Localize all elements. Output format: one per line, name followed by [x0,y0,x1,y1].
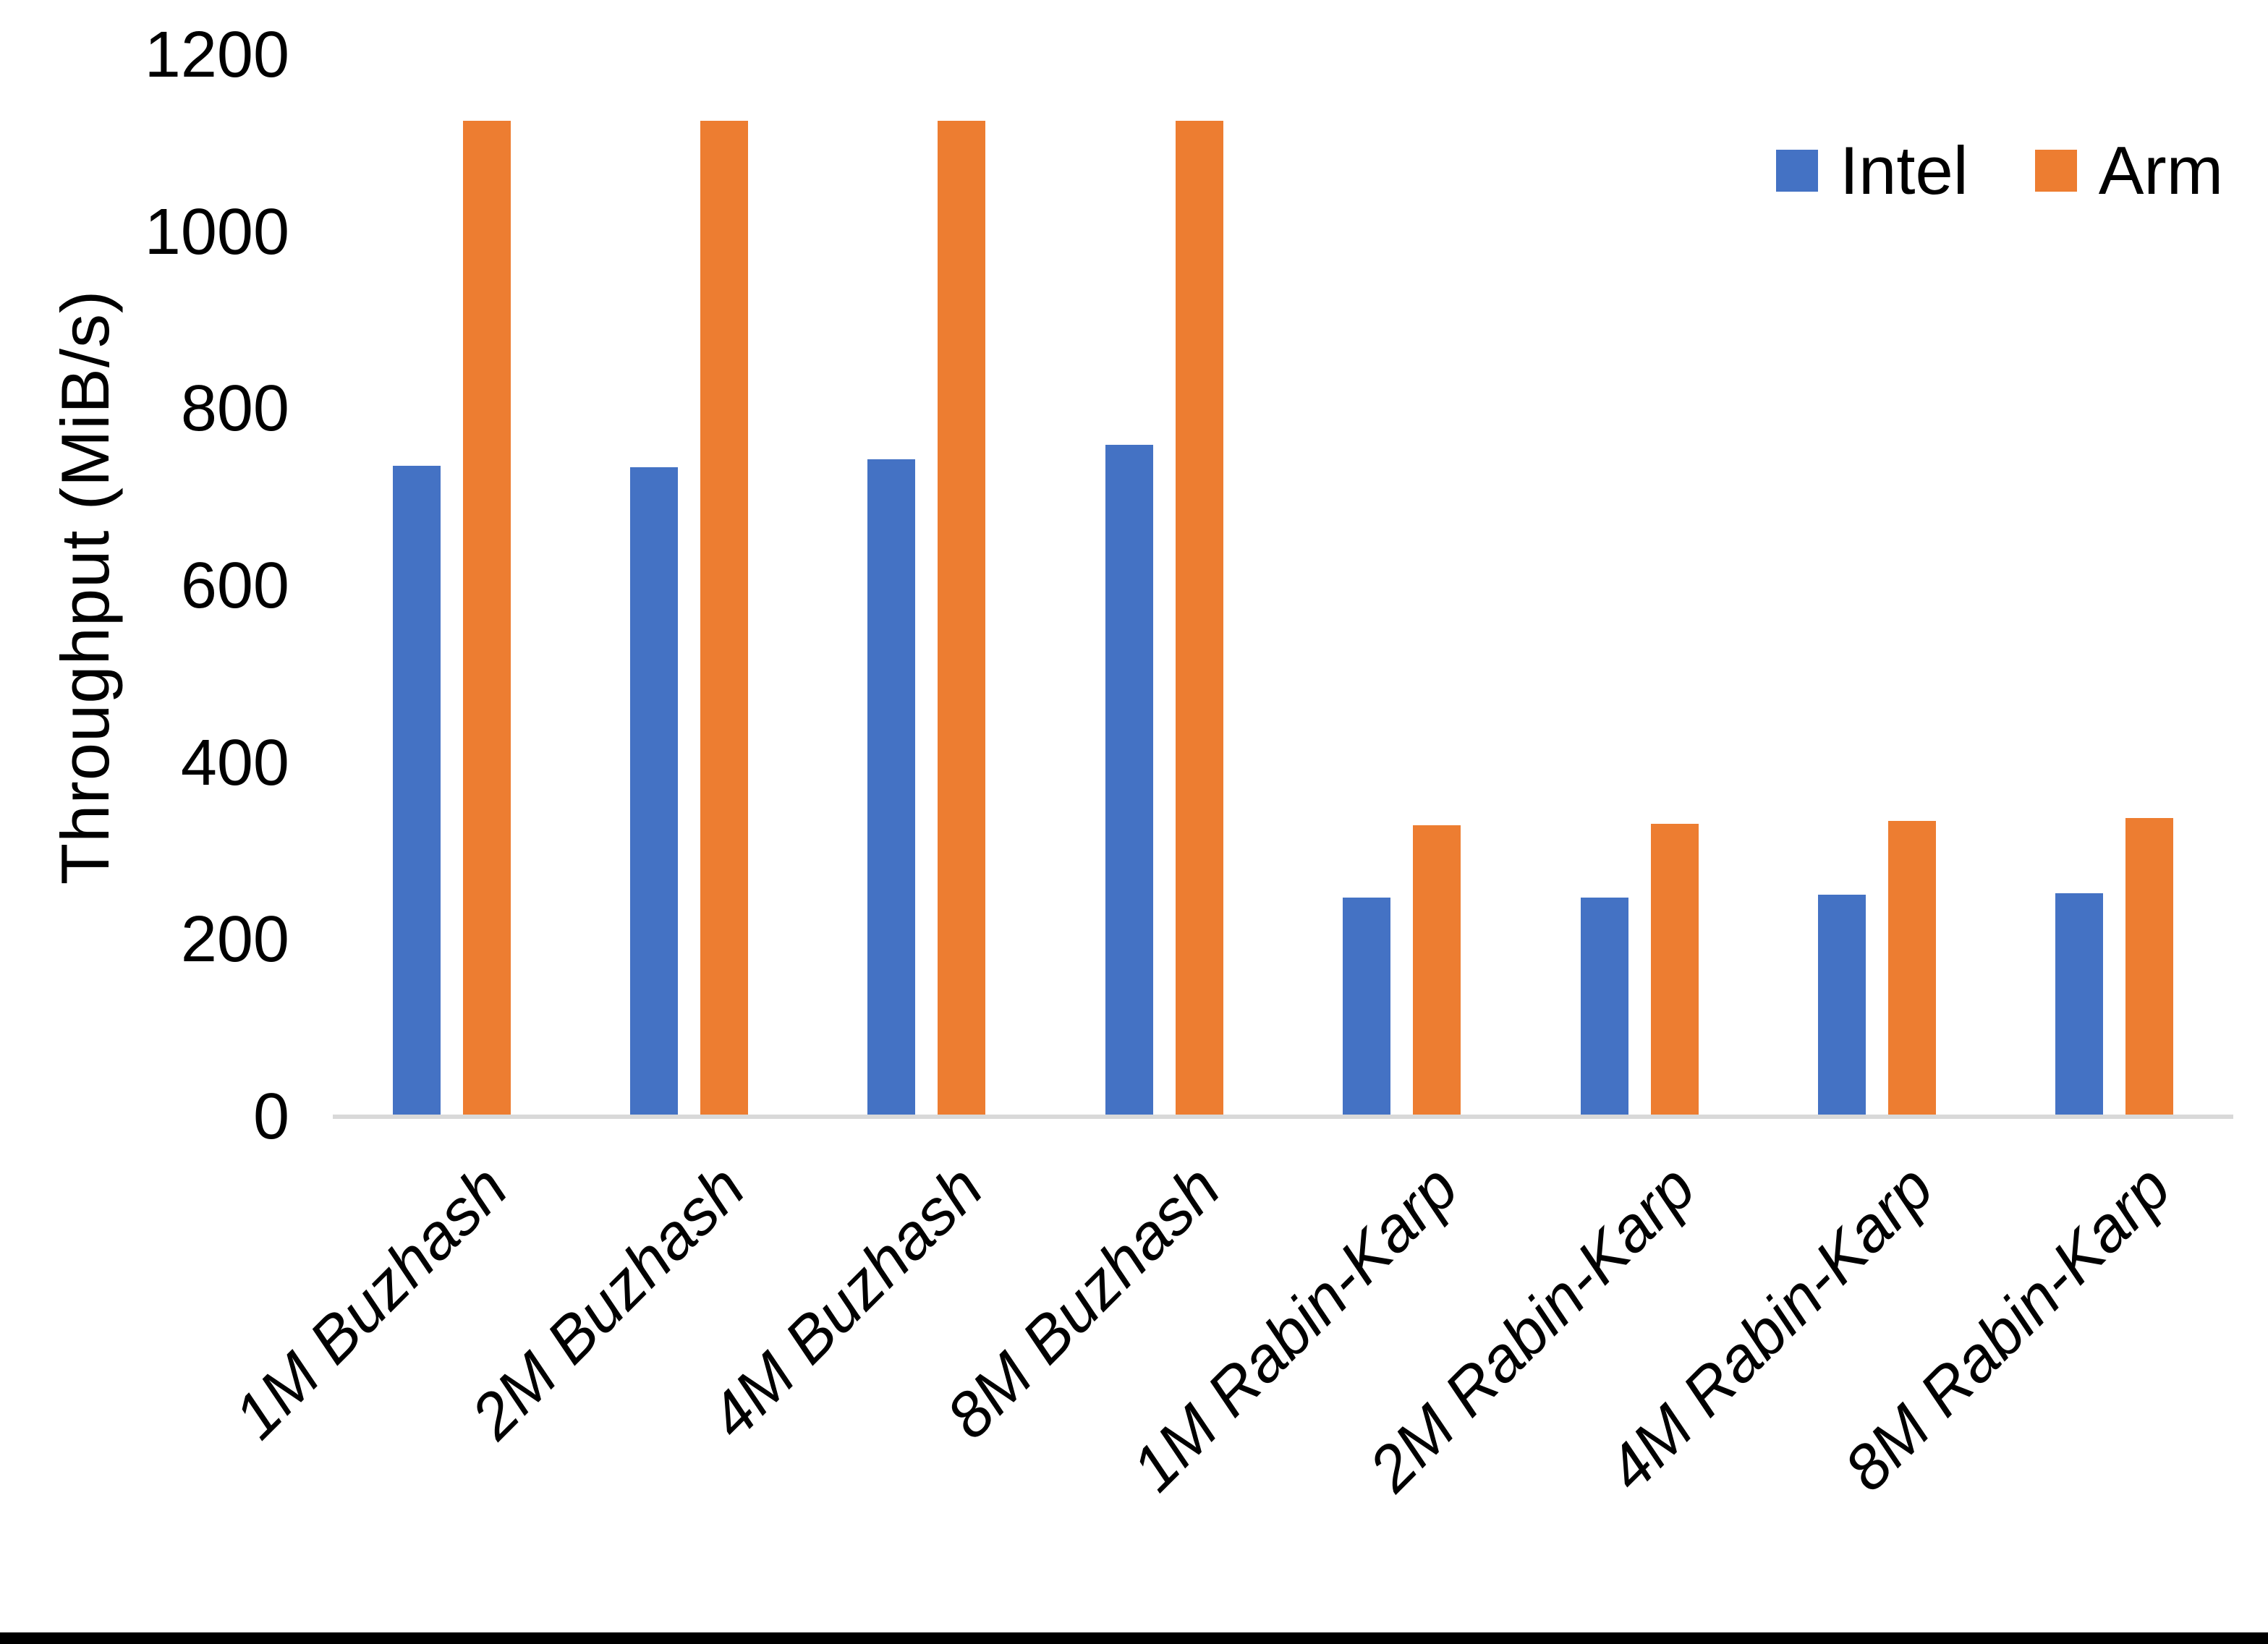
category-group [570,56,807,1118]
bar-intel-1 [392,466,441,1118]
bar-intel-5 [1343,898,1391,1118]
category-group [1758,56,1995,1118]
y-tick-label: 400 [180,726,289,799]
legend-item-arm: Arm [2034,132,2223,210]
bar-arm-7 [1887,820,1936,1118]
bar-arm-2 [700,121,749,1118]
y-axis-title: Throughput (MiB/s) [47,289,123,885]
legend-item-intel: Intel [1776,132,1968,210]
category-group [1521,56,1758,1118]
bottom-border-rule [0,1632,2268,1644]
bar-arm-1 [462,121,511,1118]
bar-intel-8 [2055,893,2104,1118]
legend-label-arm: Arm [2098,132,2223,208]
y-tick-label: 1000 [144,195,289,268]
bar-arm-8 [2125,818,2174,1118]
category-group [1996,56,2233,1118]
bar-intel-3 [867,459,916,1118]
bar-intel-4 [1105,445,1153,1118]
x-axis-line [333,1115,2233,1119]
y-tick-label: 1200 [144,19,289,92]
bar-intel-2 [630,467,679,1118]
category-group [808,56,1045,1118]
legend-label-intel: Intel [1840,132,1968,208]
category-group [1283,56,1521,1118]
bar-arm-4 [1175,121,1223,1118]
y-tick-label: 200 [180,903,289,976]
category-group [333,56,570,1118]
arm-series-swatch [2034,150,2077,192]
bar-arm-3 [938,121,986,1118]
category-group [1045,56,1283,1118]
bar-intel-6 [1580,898,1628,1118]
intel-series-swatch [1776,150,1818,192]
y-tick-label: 800 [180,372,289,446]
y-tick-label: 0 [252,1081,289,1154]
legend: Intel Arm [1776,132,2223,210]
bar-arm-5 [1413,825,1461,1118]
bar-intel-7 [1817,894,1866,1118]
y-tick-label: 600 [180,550,289,623]
bar-arm-6 [1650,823,1699,1118]
plot-area [333,56,2233,1118]
